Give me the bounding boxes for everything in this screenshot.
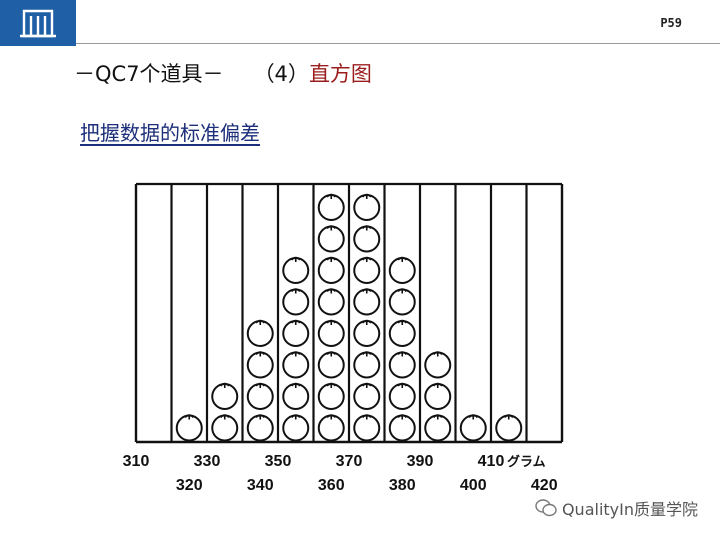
- apple-icon: [317, 382, 345, 410]
- unit-label: グラム: [507, 454, 546, 470]
- apple-icon: [282, 288, 310, 316]
- page-number: P59: [660, 16, 682, 30]
- apple-icon: [211, 414, 239, 442]
- weight-label: 420: [531, 477, 558, 494]
- apple-icon: [282, 351, 310, 379]
- apple-icon: [459, 414, 487, 442]
- apple-icon: [424, 382, 452, 410]
- apple-icon: [317, 351, 345, 379]
- weight-label: 330: [194, 453, 221, 470]
- apple-icon: [353, 351, 381, 379]
- wechat-icon: [535, 499, 557, 517]
- weight-label: 320: [176, 477, 203, 494]
- apple-icon: [282, 319, 310, 347]
- apple-icon: [317, 319, 345, 347]
- apple-icon: [424, 414, 452, 442]
- apple-icon: [246, 382, 274, 410]
- apple-icon: [317, 288, 345, 316]
- apple-icon: [388, 288, 416, 316]
- apple-icon: [353, 225, 381, 253]
- apple-icon: [317, 256, 345, 284]
- apple-icon: [495, 414, 523, 442]
- apple-icon: [175, 414, 203, 442]
- apple-icon: [282, 414, 310, 442]
- page-title: －QC7个道具－ （4）直方图: [74, 58, 372, 88]
- building-logo-icon: [20, 9, 56, 38]
- apple-icon: [246, 319, 274, 347]
- apple-icon: [353, 382, 381, 410]
- title-number: （4）: [253, 62, 309, 86]
- title-prefix: －QC7个道具－: [74, 62, 224, 86]
- weight-label: 390: [407, 453, 434, 470]
- watermark-text: QualityIn质量学院: [561, 500, 698, 519]
- apple-icon: [317, 414, 345, 442]
- apple-icon: [388, 256, 416, 284]
- weight-label: 350: [265, 453, 292, 470]
- apple-icon: [211, 382, 239, 410]
- apple-icon: [282, 256, 310, 284]
- apple-icon: [246, 351, 274, 379]
- weight-label: 310: [123, 453, 150, 470]
- apple-icon: [317, 193, 345, 221]
- apple-icon: [353, 414, 381, 442]
- subtitle-link[interactable]: 把握数据的标准偏差: [80, 121, 260, 145]
- apple-icon: [282, 382, 310, 410]
- apple-icon: [353, 288, 381, 316]
- header-rule: [76, 43, 720, 44]
- apple-icon: [388, 414, 416, 442]
- apple-icon: [353, 319, 381, 347]
- apple-icon: [353, 256, 381, 284]
- apple-icon: [388, 319, 416, 347]
- apple-icon: [388, 382, 416, 410]
- apple-icon: [246, 414, 274, 442]
- apple-icon: [353, 193, 381, 221]
- weight-label: 410: [478, 453, 505, 470]
- apple-icon: [424, 351, 452, 379]
- watermark: QualityIn质量学院: [535, 496, 698, 520]
- apple-icon: [317, 225, 345, 253]
- weight-label: 400: [460, 477, 487, 494]
- weight-label: 370: [336, 453, 363, 470]
- weight-label: 360: [318, 477, 345, 494]
- apple-icon: [388, 351, 416, 379]
- title-topic: 直方图: [308, 62, 372, 86]
- weight-label: 380: [389, 477, 416, 494]
- weight-label: 340: [247, 477, 274, 494]
- logo: [0, 0, 76, 46]
